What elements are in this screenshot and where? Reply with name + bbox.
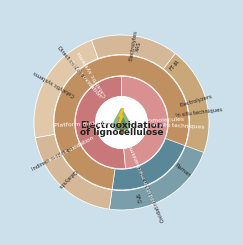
- Wedge shape: [92, 35, 175, 69]
- Wedge shape: [36, 35, 119, 108]
- Text: Direct oxidation: Direct oxidation: [68, 59, 102, 98]
- Wedge shape: [163, 54, 209, 152]
- Text: Electrolytes: Electrolytes: [129, 30, 139, 61]
- Text: Platform molecules: Platform molecules: [54, 120, 115, 128]
- Polygon shape: [120, 129, 123, 134]
- Text: Indirect oxidation: Indirect oxidation: [31, 146, 74, 172]
- Polygon shape: [112, 109, 131, 125]
- Wedge shape: [96, 140, 184, 190]
- Text: of lignocellulose: of lignocellulose: [80, 128, 163, 137]
- Wedge shape: [122, 76, 168, 169]
- Polygon shape: [115, 115, 128, 129]
- Text: FT-IR: FT-IR: [168, 59, 181, 72]
- Wedge shape: [35, 134, 112, 209]
- Wedge shape: [34, 40, 98, 138]
- Text: In situ techniques: In situ techniques: [152, 122, 205, 129]
- Wedge shape: [54, 55, 189, 189]
- Wedge shape: [34, 104, 96, 204]
- Text: XAS: XAS: [135, 41, 143, 52]
- Text: In situ techniques: In situ techniques: [175, 108, 222, 118]
- Circle shape: [96, 97, 147, 148]
- Wedge shape: [89, 148, 203, 210]
- Text: Catalytic systems: Catalytic systems: [77, 50, 108, 97]
- Text: Electrolyzers: Electrolyzers: [179, 94, 213, 108]
- Text: Electrooxidation: Electrooxidation: [80, 121, 163, 130]
- Text: Indirect oxidation: Indirect oxidation: [47, 135, 95, 164]
- Text: Oxidation mechanisms: Oxidation mechanisms: [138, 165, 166, 223]
- Text: Catalysts: Catalysts: [57, 168, 78, 189]
- Text: Raman: Raman: [174, 163, 192, 178]
- Text: Macromolecules: Macromolecules: [133, 117, 184, 124]
- Text: SFG: SFG: [134, 193, 141, 204]
- Wedge shape: [109, 35, 209, 210]
- Wedge shape: [54, 109, 104, 185]
- Wedge shape: [75, 76, 126, 169]
- Wedge shape: [112, 55, 189, 190]
- Text: Catalytic systems: Catalytic systems: [33, 70, 76, 98]
- Wedge shape: [56, 55, 120, 113]
- Text: Direct oxidation: Direct oxidation: [56, 45, 87, 81]
- Text: Oxidation mechanisms: Oxidation mechanisms: [128, 143, 159, 207]
